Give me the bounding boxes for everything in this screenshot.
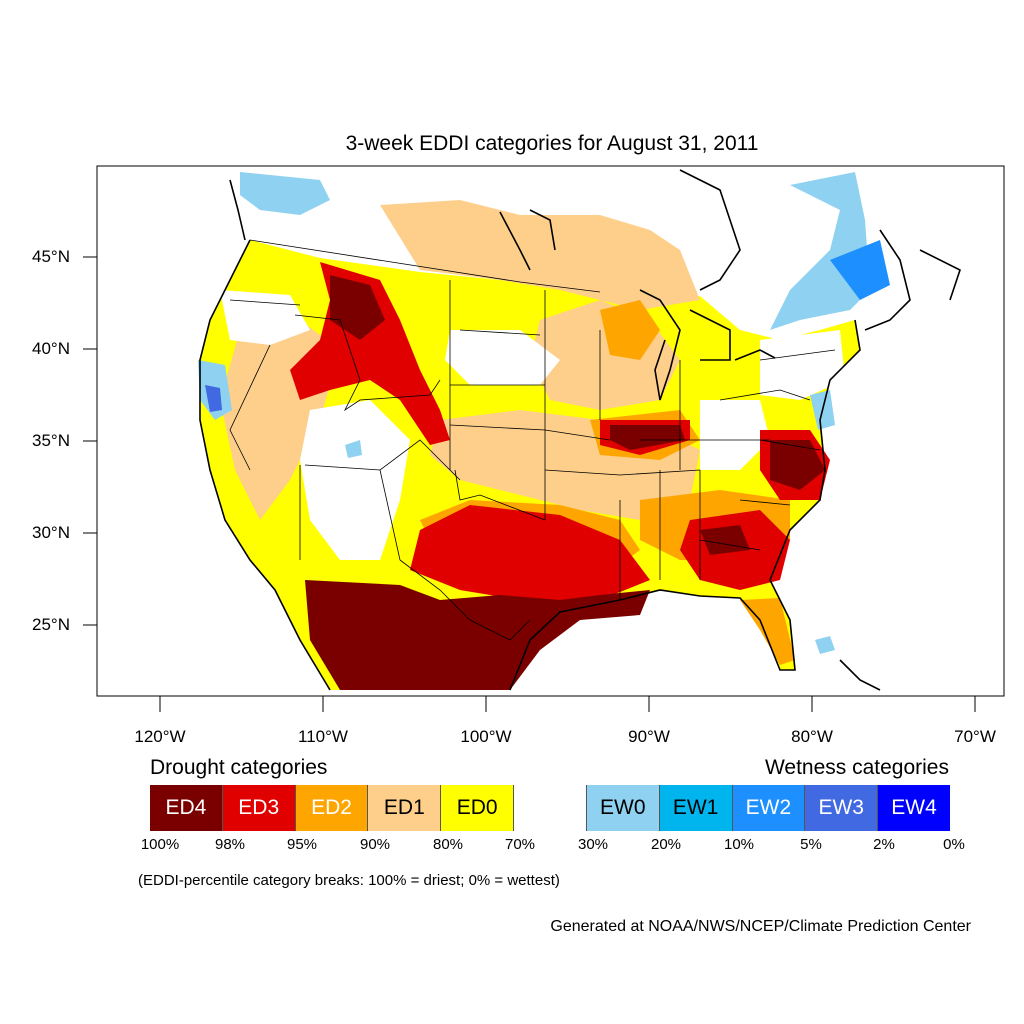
- ed2-florida: [740, 598, 795, 665]
- ed4-rockies: [330, 275, 385, 340]
- legend-swatch-ed4: ED4: [150, 785, 223, 831]
- lon-label-100: 100°W: [460, 727, 512, 746]
- legend-swatch-ed0: ED0: [441, 785, 515, 831]
- lon-label-90: 90°W: [628, 727, 670, 746]
- ed1-north-plains: [380, 200, 700, 310]
- ed3-gulf: [410, 505, 650, 600]
- credit-line: Generated at NOAA/NWS/NCEP/Climate Predi…: [550, 918, 971, 935]
- ed4-georgia: [700, 525, 750, 555]
- pct-label-2: 2%: [873, 836, 895, 853]
- legend-swatch-ew0: EW0: [586, 785, 660, 831]
- pct-label-90: 90%: [359, 836, 391, 853]
- legend-swatch-normal: [514, 785, 587, 831]
- pct-label-80: 80%: [432, 836, 464, 853]
- legend-swatch-ew2: EW2: [732, 785, 806, 831]
- pct-label-98: 98%: [214, 836, 246, 853]
- ed4-carolinas: [770, 440, 825, 490]
- lon-ticks: [159, 696, 976, 712]
- legend-swatch-ed3: ED3: [222, 785, 296, 831]
- lon-label-120: 120°W: [134, 727, 186, 746]
- ed4-missouri: [610, 425, 685, 450]
- wet-spot-bahamas: [815, 636, 835, 654]
- wet-region-quebec: [770, 172, 870, 330]
- ed2-great-lakes: [600, 300, 660, 360]
- legend-bar: ED4 ED3 ED2 ED1 ED0 EW0 EW1 EW2 EW3 EW4: [150, 785, 950, 831]
- normal-southwest: [300, 400, 410, 560]
- pct-label-70: 70%: [504, 836, 536, 853]
- pct-label-10: 10%: [723, 836, 755, 853]
- normal-northeast: [760, 330, 845, 400]
- wet-core-california: [205, 385, 222, 412]
- lat-label-30: 30°N: [32, 523, 70, 542]
- legend-swatch-ed2: ED2: [295, 785, 369, 831]
- wetness-heading: Wetness categories: [764, 756, 949, 779]
- legend-swatch-ew4: EW4: [878, 785, 950, 831]
- pct-label-5: 5%: [800, 836, 822, 853]
- map-title: 3-week EDDI categories for August 31, 20…: [345, 132, 759, 155]
- lat-label-25: 25°N: [32, 615, 70, 634]
- wet-region-bc: [240, 172, 330, 215]
- legend-swatch-ew1: EW1: [659, 785, 733, 831]
- drought-heading: Drought categories: [150, 756, 328, 779]
- pct-label-30: 30%: [577, 836, 609, 853]
- lat-label-40: 40°N: [32, 339, 70, 358]
- lat-label-35: 35°N: [32, 431, 70, 450]
- legend-swatch-ed1: ED1: [368, 785, 442, 831]
- lon-label-80: 80°W: [791, 727, 833, 746]
- pct-label-100: 100%: [140, 836, 180, 853]
- lon-label-110: 110°W: [298, 727, 348, 746]
- normal-plains: [445, 330, 560, 385]
- lon-label-70: 70°W: [954, 727, 996, 746]
- pct-label-0: 0%: [943, 836, 965, 853]
- lat-label-45: 45°N: [32, 247, 70, 266]
- lat-ticks: [83, 256, 97, 626]
- pct-label-20: 20%: [650, 836, 682, 853]
- normal-appalachia: [700, 400, 770, 470]
- category-footnote: (EDDI-percentile category breaks: 100% =…: [138, 872, 560, 889]
- legend-swatch-ew3: EW3: [805, 785, 879, 831]
- state-borders: [229, 239, 836, 641]
- pct-label-95: 95%: [286, 836, 318, 853]
- wet-region-newfoundland: [830, 240, 890, 300]
- wet-spot-utah: [345, 440, 362, 458]
- ed4-texas-mexico: [305, 580, 650, 690]
